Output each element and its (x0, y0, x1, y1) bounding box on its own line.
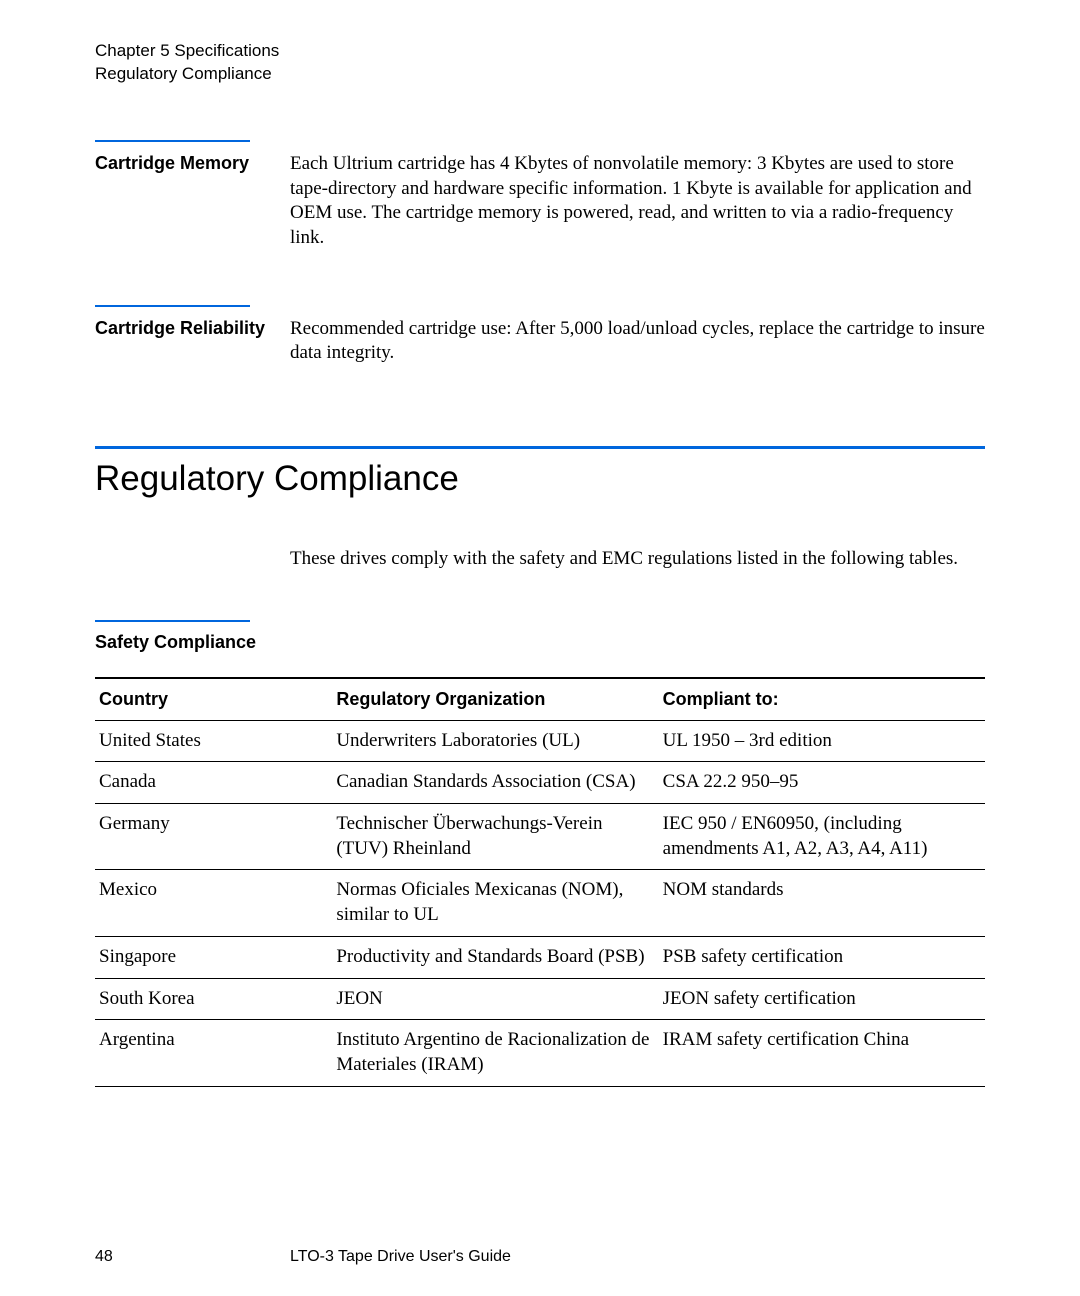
table-cell: Instituto Argentino de Racionalization d… (332, 1020, 658, 1086)
section-rule (95, 305, 250, 307)
table-cell: Canada (95, 762, 332, 804)
section-label-col: Cartridge Memory (95, 152, 270, 175)
safety-compliance-table: Country Regulatory Organization Complian… (95, 677, 985, 1087)
footer-doc-title: LTO-3 Tape Drive User's Guide (290, 1248, 511, 1266)
col-header-country: Country (95, 678, 332, 721)
table-cell: Canadian Standards Association (CSA) (332, 762, 658, 804)
table-cell: JEON safety certification (659, 978, 985, 1020)
header-section-line: Regulatory Compliance (95, 63, 985, 86)
col-header-compliant: Compliant to: (659, 678, 985, 721)
safety-compliance-section: Safety Compliance Country Regulatory Org… (95, 620, 985, 1087)
table-cell: CSA 22.2 950–95 (659, 762, 985, 804)
table-row: GermanyTechnischer Überwachungs-Verein (… (95, 804, 985, 870)
safety-label: Safety Compliance (95, 632, 985, 653)
section-cartridge-memory: Cartridge Memory Each Ultrium cartridge … (95, 140, 985, 251)
section-rule (95, 620, 250, 622)
section-rule (95, 140, 250, 142)
table-cell: Germany (95, 804, 332, 870)
page-footer: 48 LTO-3 Tape Drive User's Guide (95, 1248, 985, 1266)
table-header-row: Country Regulatory Organization Complian… (95, 678, 985, 721)
table-row: CanadaCanadian Standards Association (CS… (95, 762, 985, 804)
section-row: Cartridge Reliability Recommended cartri… (95, 317, 985, 366)
table-cell: Mexico (95, 870, 332, 936)
section-label-col: Cartridge Reliability (95, 317, 270, 340)
section-label: Cartridge Memory (95, 152, 270, 175)
intro-paragraph: These drives comply with the safety and … (290, 547, 985, 572)
main-heading: Regulatory Compliance (95, 459, 985, 499)
table-row: South KoreaJEONJEON safety certification (95, 978, 985, 1020)
table-row: United StatesUnderwriters Laboratories (… (95, 720, 985, 762)
table-cell: JEON (332, 978, 658, 1020)
table-cell: IEC 950 / EN60950, (including amendments… (659, 804, 985, 870)
page-header: Chapter 5 Specifications Regulatory Comp… (95, 40, 985, 86)
table-cell: Argentina (95, 1020, 332, 1086)
table-cell: United States (95, 720, 332, 762)
table-cell: PSB safety certification (659, 936, 985, 978)
table-cell: NOM standards (659, 870, 985, 936)
table-cell: Underwriters Laboratories (UL) (332, 720, 658, 762)
table-row: MexicoNormas Oficiales Mexicanas (NOM), … (95, 870, 985, 936)
section-body: Recommended cartridge use: After 5,000 l… (290, 317, 985, 366)
section-row: Cartridge Memory Each Ultrium cartridge … (95, 152, 985, 251)
table-row: SingaporeProductivity and Standards Boar… (95, 936, 985, 978)
table-cell: UL 1950 – 3rd edition (659, 720, 985, 762)
chapter-line: Chapter 5 Specifications (95, 40, 985, 63)
col-header-org: Regulatory Organization (332, 678, 658, 721)
table-row: ArgentinaInstituto Argentino de Racional… (95, 1020, 985, 1086)
table-cell: Singapore (95, 936, 332, 978)
table-cell: Productivity and Standards Board (PSB) (332, 936, 658, 978)
section-label: Cartridge Reliability (95, 317, 270, 340)
table-cell: Normas Oficiales Mexicanas (NOM), simila… (332, 870, 658, 936)
section-cartridge-reliability: Cartridge Reliability Recommended cartri… (95, 305, 985, 366)
table-cell: South Korea (95, 978, 332, 1020)
section-body: Each Ultrium cartridge has 4 Kbytes of n… (290, 152, 985, 251)
table-cell: Technischer Überwachungs-Verein (TUV) Rh… (332, 804, 658, 870)
page-number: 48 (95, 1248, 290, 1266)
main-rule (95, 446, 985, 449)
table-cell: IRAM safety certification China (659, 1020, 985, 1086)
